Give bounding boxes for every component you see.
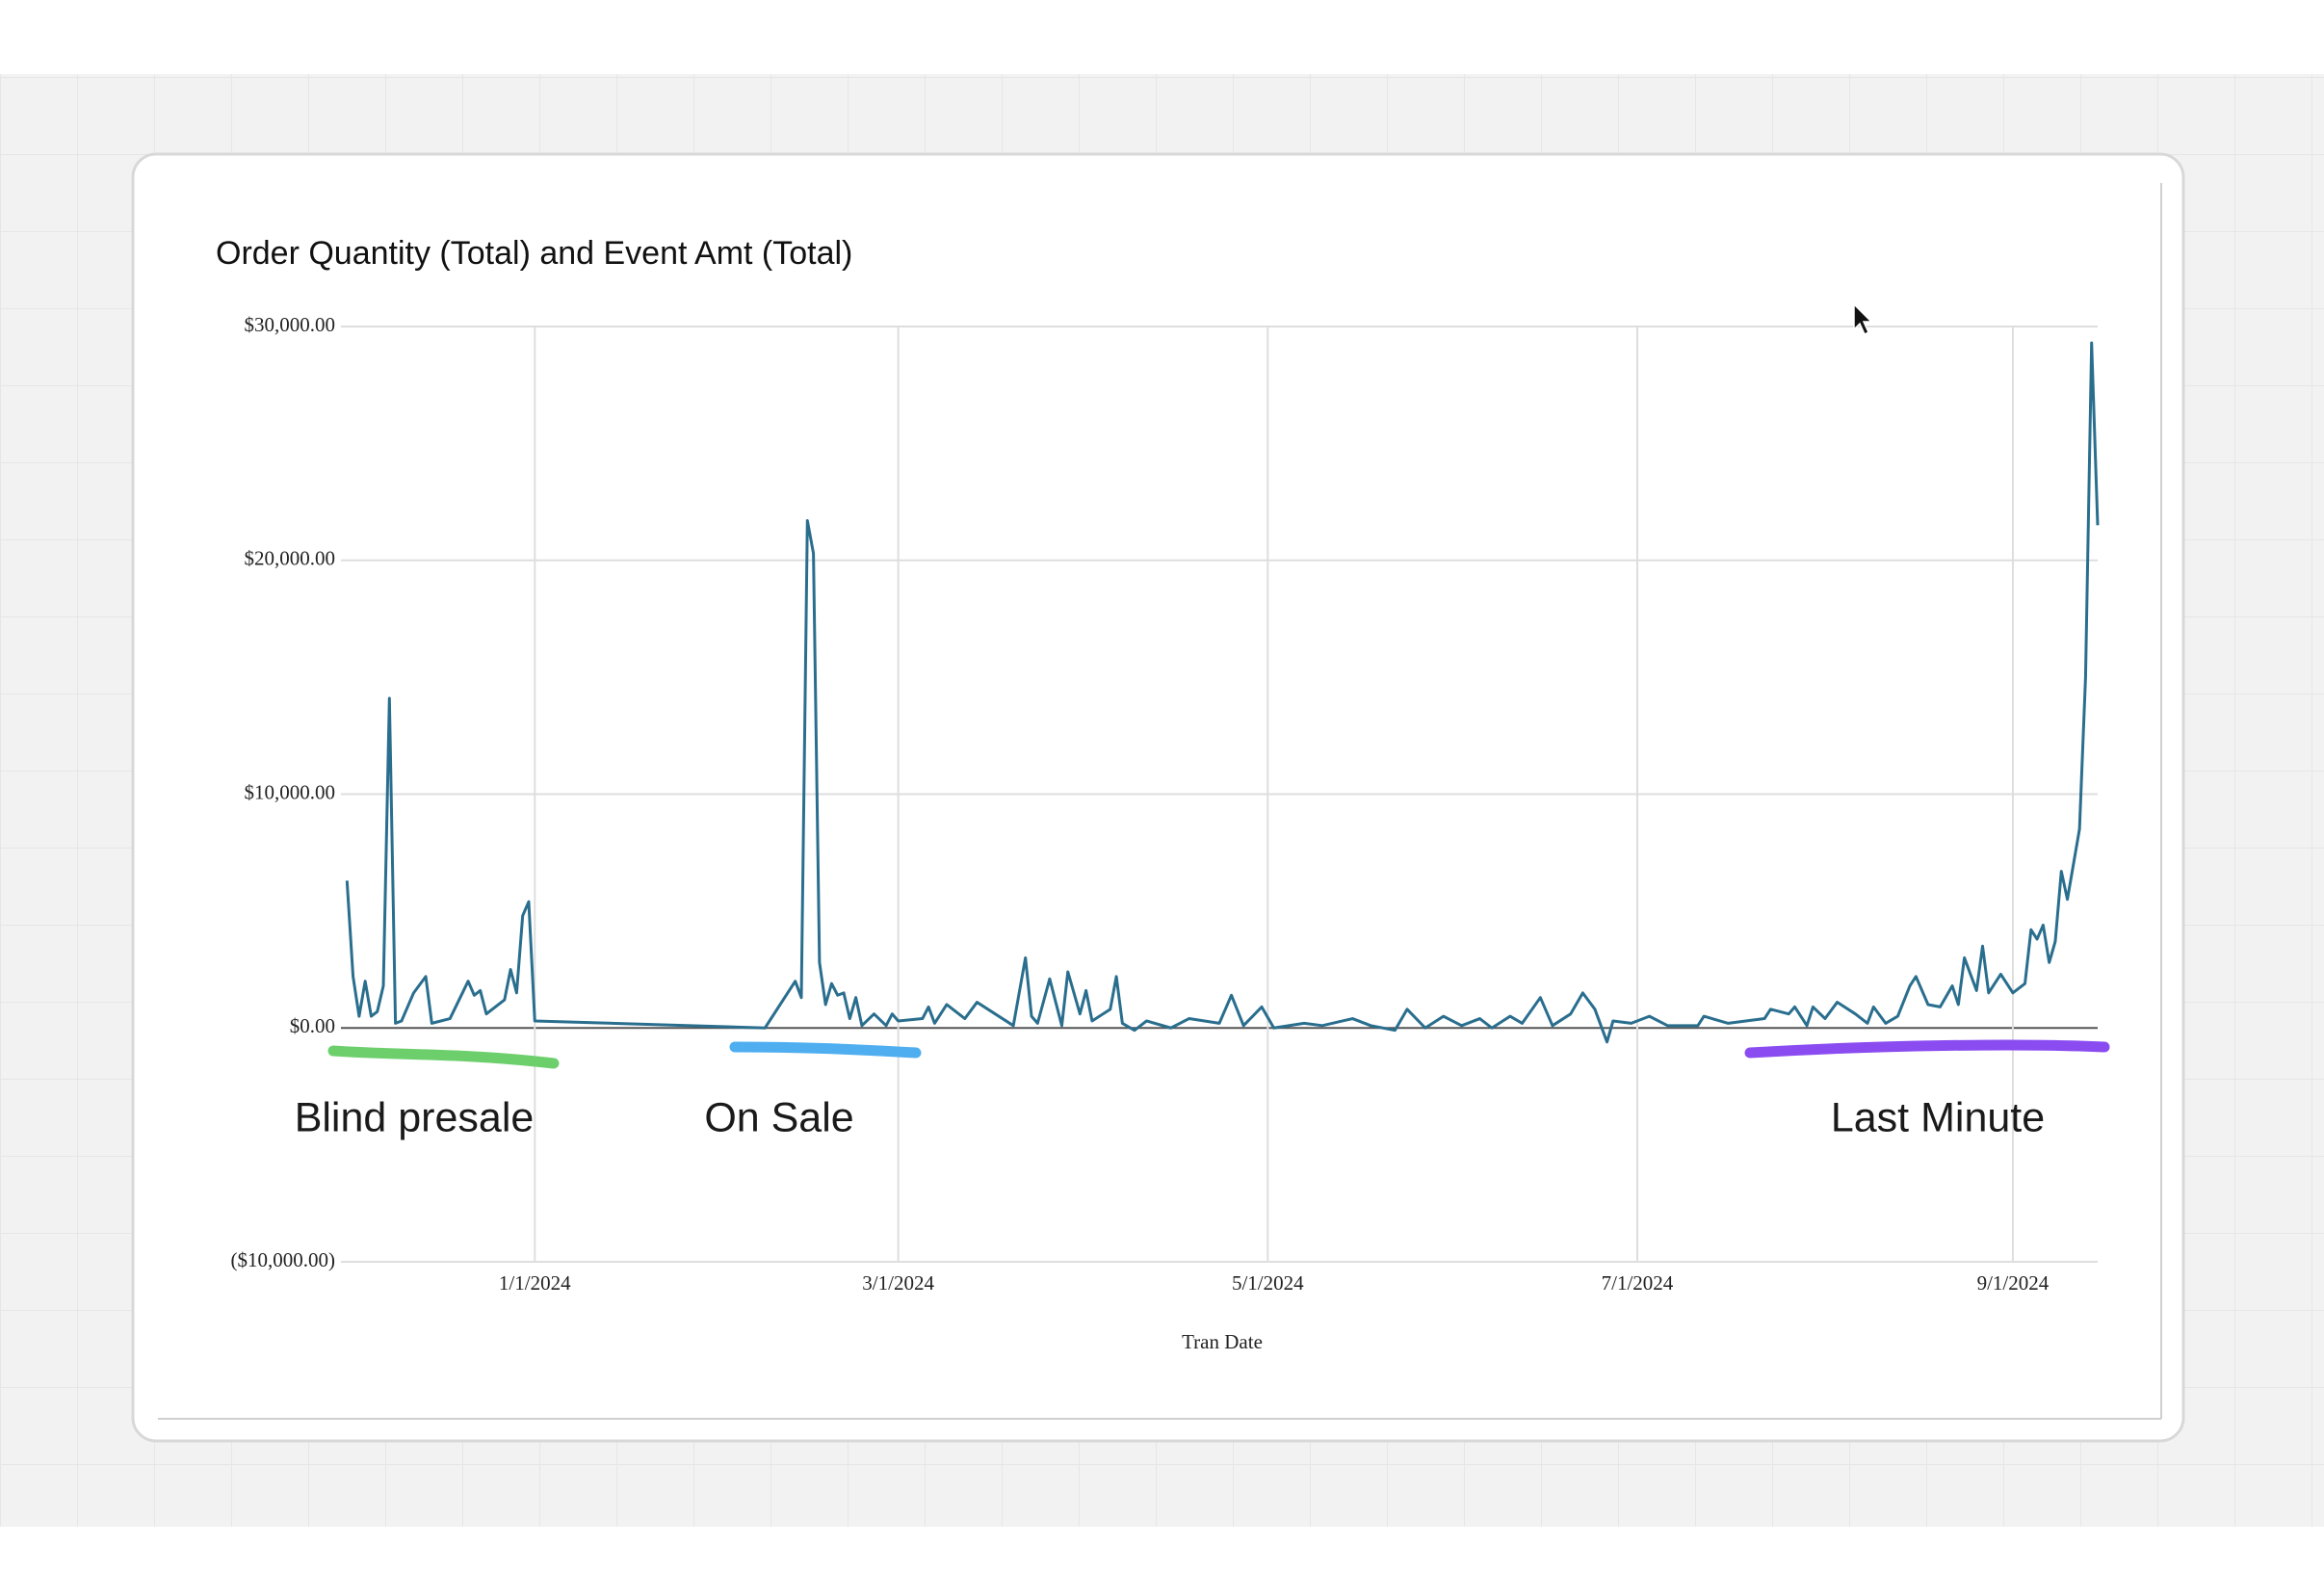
highlight-stroke <box>729 1041 922 1059</box>
y-tick-label: $20,000.00 <box>245 547 336 570</box>
bottom-bar <box>0 1527 2324 1596</box>
plot <box>345 341 2100 1044</box>
x-tick-label: 3/1/2024 <box>862 1271 934 1295</box>
x-axis-label: Tran Date <box>1182 1330 1263 1353</box>
top-bar <box>0 0 2324 74</box>
x-tick-label: 1/1/2024 <box>499 1271 571 1295</box>
y-tick-label: ($10,000.00) <box>231 1248 336 1271</box>
chart-title: Order Quantity (Total) and Event Amt (To… <box>216 235 852 272</box>
x-tick-label: 7/1/2024 <box>1602 1271 1674 1295</box>
y-tick-label: $10,000.00 <box>245 780 336 803</box>
mouse-cursor <box>1853 302 1873 336</box>
y-tick-label: $30,000.00 <box>245 313 336 336</box>
highlight-stroke <box>1744 1039 2110 1059</box>
annotation: Last Minute <box>1831 1094 2045 1140</box>
grid: ($10,000.00) $0.00 $10,000.00 $20,000.00 $30… <box>231 313 2098 1295</box>
y-tick-label: $0.00 <box>290 1014 335 1037</box>
data-line <box>345 341 2100 1044</box>
x-tick-label: 9/1/2024 <box>1977 1271 2050 1295</box>
annotation: On Sale <box>704 1094 853 1140</box>
card <box>131 152 2185 1443</box>
annotation: Blind presale <box>295 1094 535 1140</box>
x-tick-label: 5/1/2024 <box>1232 1271 1304 1295</box>
highlight-stroke <box>327 1045 560 1069</box>
